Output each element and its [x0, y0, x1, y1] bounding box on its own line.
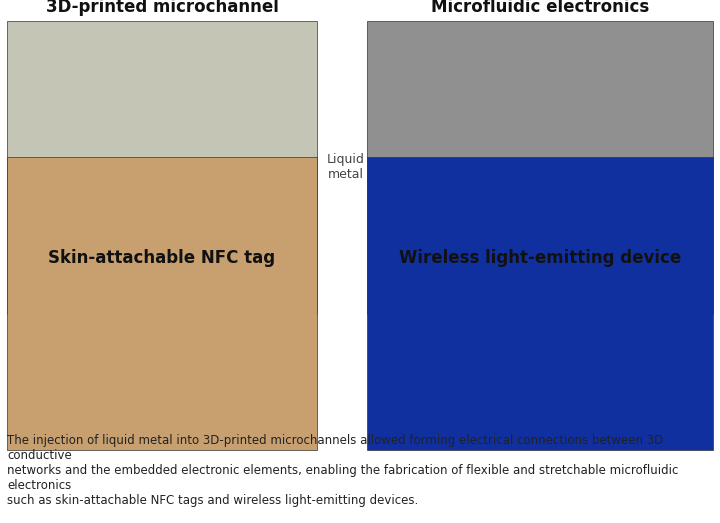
FancyBboxPatch shape [7, 21, 317, 314]
FancyBboxPatch shape [367, 157, 713, 450]
Text: Liquid
metal: Liquid metal [327, 153, 364, 181]
Text: The injection of liquid metal into 3D-printed microchannels allowed forming elec: The injection of liquid metal into 3D-pr… [7, 434, 678, 507]
FancyBboxPatch shape [7, 157, 317, 450]
Text: Wireless light-emitting device: Wireless light-emitting device [399, 249, 681, 267]
Text: Microfluidic electronics: Microfluidic electronics [431, 0, 649, 16]
FancyBboxPatch shape [367, 21, 713, 314]
Text: 3D-printed microchannel: 3D-printed microchannel [45, 0, 279, 16]
Text: Skin-attachable NFC tag: Skin-attachable NFC tag [48, 249, 276, 267]
